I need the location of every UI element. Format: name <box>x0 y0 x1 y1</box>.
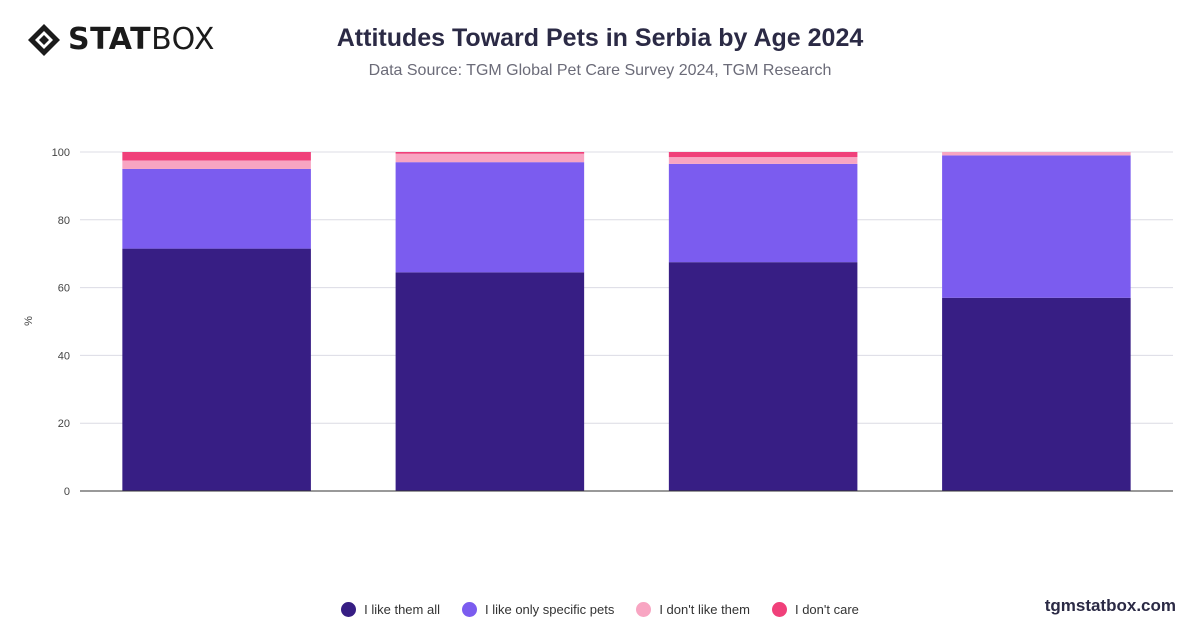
bar-segment <box>122 248 311 491</box>
legend-item: I don't care <box>771 602 859 617</box>
bar-segment <box>668 152 858 158</box>
bar-segment <box>668 157 858 164</box>
legend-item: I don't like them <box>636 602 750 617</box>
legend-item: I like them all <box>341 602 440 617</box>
bar-segment <box>122 152 311 161</box>
bar-segment <box>122 160 311 169</box>
chart-subtitle: Data Source: TGM Global Pet Care Survey … <box>368 62 832 79</box>
y-tick-label: 80 <box>58 215 70 227</box>
legend-label: I like only specific pets <box>484 602 615 617</box>
y-axis-label: % <box>23 316 35 326</box>
logo-bold-text: STAT <box>68 22 152 57</box>
legend-item: I like only specific pets <box>461 602 615 617</box>
legend-swatch <box>341 602 357 617</box>
chart-legend: I like them all I like only specific pets… <box>0 602 1200 617</box>
source-watermark: tgmstatbox.com <box>1044 596 1176 615</box>
logo-light-text: BOX <box>151 22 215 57</box>
y-tick-label: 60 <box>58 283 70 295</box>
bar-segment <box>122 168 311 249</box>
legend-label: I don't like them <box>659 602 750 617</box>
legend-swatch <box>636 602 652 617</box>
legend-swatch <box>461 602 477 617</box>
bar-segment <box>942 152 1131 156</box>
bar-segment <box>395 152 585 154</box>
bar-segment <box>668 163 858 263</box>
legend-swatch <box>771 602 787 617</box>
chart-bars <box>122 152 1131 491</box>
y-tick-label: 40 <box>58 350 70 362</box>
bar-segment <box>395 272 585 491</box>
y-tick-label: 100 <box>52 147 70 159</box>
y-axis-ticks: 0 20 40 60 80 100 <box>52 147 70 498</box>
bar-segment <box>942 297 1131 491</box>
statbox-logo: STATBOX <box>26 22 215 58</box>
bar-segment <box>942 155 1131 298</box>
legend-label: I like them all <box>364 602 440 617</box>
bar-segment <box>395 153 585 163</box>
diamond-logo-icon <box>28 24 60 56</box>
legend-label: I don't care <box>794 602 859 617</box>
chart-title: Attitudes Toward Pets in Serbia by Age 2… <box>336 24 864 52</box>
logo-wordmark: STATBOX <box>68 22 215 58</box>
y-tick-label: 0 <box>64 486 70 498</box>
y-tick-label: 20 <box>58 418 70 430</box>
bar-segment <box>668 262 858 491</box>
bar-segment <box>395 162 585 273</box>
